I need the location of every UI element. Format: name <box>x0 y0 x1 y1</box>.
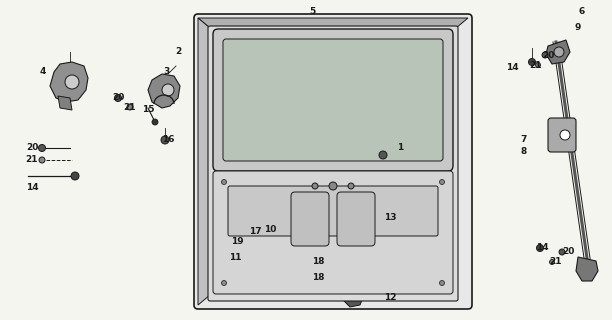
FancyBboxPatch shape <box>213 171 453 294</box>
Circle shape <box>312 183 318 189</box>
Text: 20: 20 <box>26 143 38 153</box>
Circle shape <box>222 281 226 285</box>
FancyBboxPatch shape <box>548 118 576 152</box>
Text: 21: 21 <box>124 103 136 113</box>
FancyBboxPatch shape <box>291 192 329 246</box>
Circle shape <box>162 84 174 96</box>
FancyBboxPatch shape <box>208 26 458 301</box>
Text: 13: 13 <box>384 213 396 222</box>
Text: 9: 9 <box>575 23 581 33</box>
Circle shape <box>550 260 554 265</box>
Circle shape <box>329 182 337 190</box>
Polygon shape <box>344 289 364 307</box>
Text: 10: 10 <box>264 226 276 235</box>
Text: 5: 5 <box>309 7 315 17</box>
Text: 18: 18 <box>312 274 324 283</box>
Polygon shape <box>58 96 72 110</box>
Polygon shape <box>354 212 376 228</box>
Circle shape <box>65 75 79 89</box>
Polygon shape <box>546 40 570 64</box>
Circle shape <box>439 180 444 185</box>
FancyBboxPatch shape <box>213 29 453 171</box>
Text: 21: 21 <box>530 60 542 69</box>
Circle shape <box>161 136 169 144</box>
Text: 19: 19 <box>231 237 244 246</box>
Circle shape <box>529 59 536 66</box>
Circle shape <box>256 208 264 216</box>
Polygon shape <box>50 62 88 102</box>
Text: 20: 20 <box>542 51 554 60</box>
Text: 20: 20 <box>112 93 124 102</box>
Text: 20: 20 <box>562 247 574 257</box>
Circle shape <box>305 261 311 267</box>
Polygon shape <box>198 18 468 28</box>
Polygon shape <box>257 215 263 248</box>
Circle shape <box>554 47 564 57</box>
Circle shape <box>439 281 444 285</box>
Text: 7: 7 <box>521 135 527 145</box>
Text: 2: 2 <box>175 47 181 57</box>
Text: 3: 3 <box>164 68 170 76</box>
Circle shape <box>305 274 312 281</box>
Circle shape <box>348 183 354 189</box>
Text: 12: 12 <box>384 293 396 302</box>
Circle shape <box>542 52 548 58</box>
FancyBboxPatch shape <box>228 186 438 236</box>
FancyBboxPatch shape <box>223 39 443 161</box>
Text: 21: 21 <box>550 258 562 267</box>
Circle shape <box>537 244 543 252</box>
Text: 6: 6 <box>579 7 585 17</box>
Polygon shape <box>576 257 598 281</box>
Text: 16: 16 <box>162 135 174 145</box>
Text: 11: 11 <box>229 253 241 262</box>
Text: 15: 15 <box>142 106 154 115</box>
Circle shape <box>379 151 387 159</box>
Text: 17: 17 <box>248 228 261 236</box>
Text: 18: 18 <box>312 258 324 267</box>
Polygon shape <box>198 18 210 305</box>
Circle shape <box>222 180 226 185</box>
Text: 21: 21 <box>26 156 38 164</box>
Circle shape <box>71 172 79 180</box>
Text: 8: 8 <box>521 148 527 156</box>
Circle shape <box>39 157 45 163</box>
Circle shape <box>152 119 158 125</box>
Circle shape <box>114 94 122 101</box>
Circle shape <box>127 104 133 110</box>
Circle shape <box>560 130 570 140</box>
Circle shape <box>559 249 565 255</box>
Text: 1: 1 <box>397 143 403 153</box>
FancyBboxPatch shape <box>194 14 472 309</box>
Text: 14: 14 <box>26 183 39 193</box>
Text: 14: 14 <box>506 63 518 73</box>
Circle shape <box>235 251 241 257</box>
Circle shape <box>39 145 45 151</box>
Text: 4: 4 <box>40 68 46 76</box>
Polygon shape <box>148 74 180 108</box>
Circle shape <box>234 229 242 238</box>
Text: 14: 14 <box>536 244 548 252</box>
Circle shape <box>536 62 540 68</box>
FancyBboxPatch shape <box>337 192 375 246</box>
